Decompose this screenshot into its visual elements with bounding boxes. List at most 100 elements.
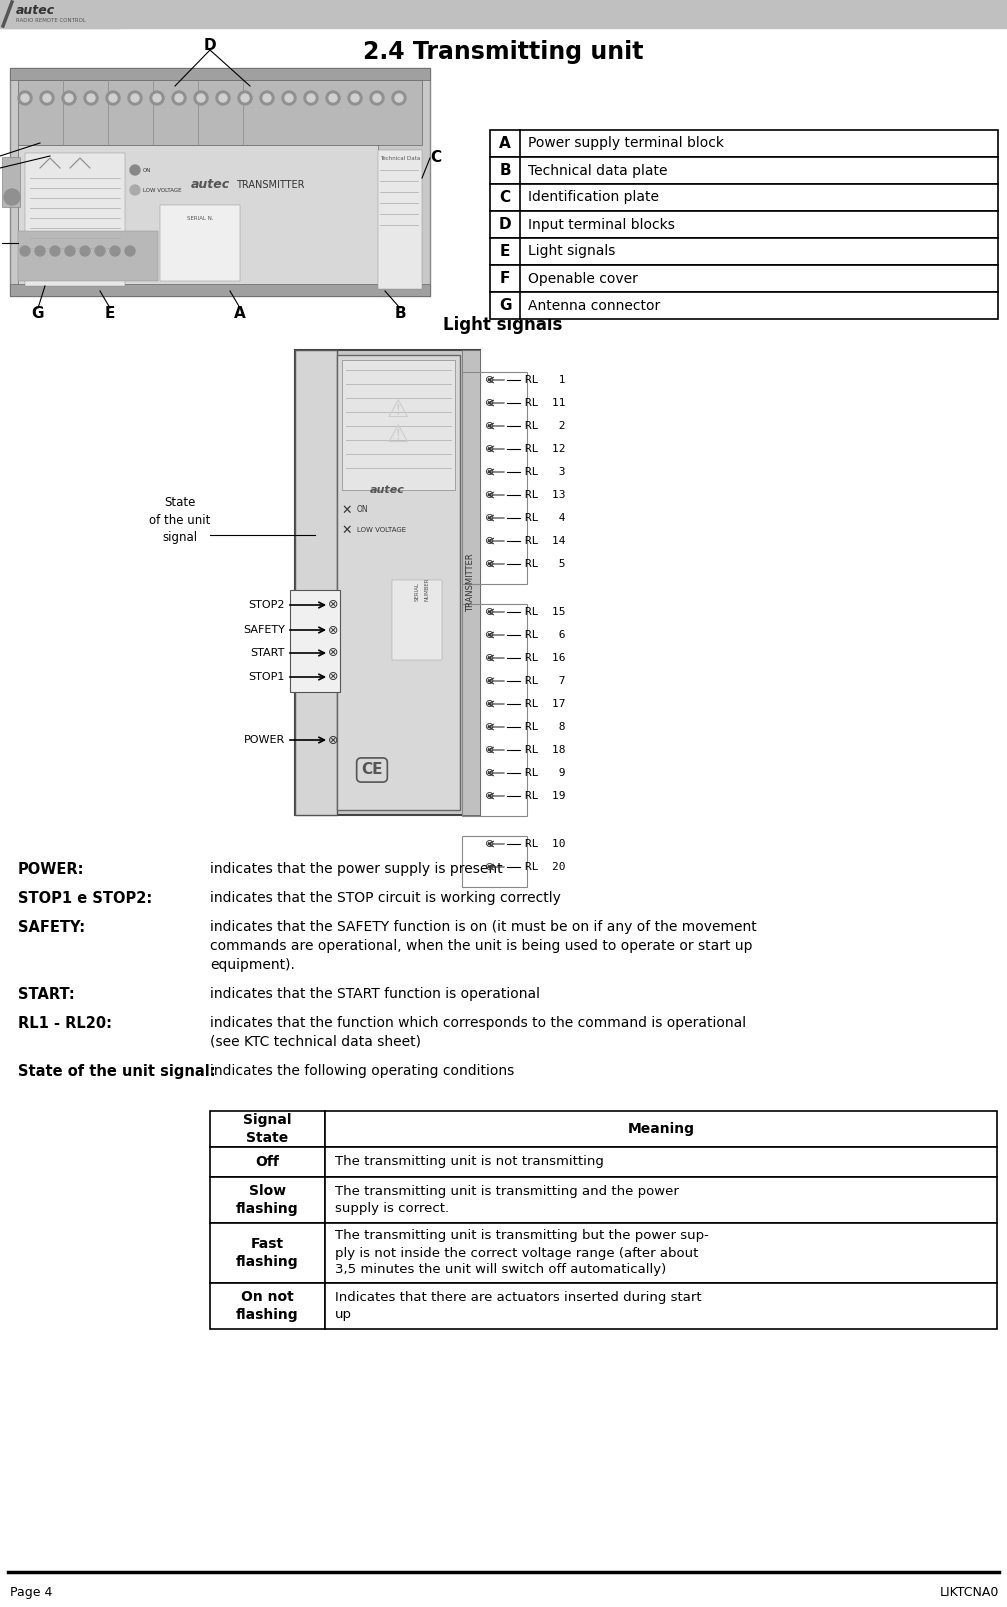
Text: autec: autec (370, 485, 405, 495)
Bar (290, 590, 340, 693)
Text: RADIO REMOTE CONTROL: RADIO REMOTE CONTROL (16, 18, 86, 22)
Text: ⊗: ⊗ (327, 624, 338, 636)
Text: Input terminal blocks: Input terminal blocks (528, 217, 675, 231)
Text: autec: autec (16, 3, 55, 16)
Text: STOP2: STOP2 (249, 599, 285, 611)
Circle shape (172, 92, 186, 104)
Text: LOW VOLTAGE: LOW VOLTAGE (357, 527, 406, 534)
Text: E: E (105, 307, 115, 321)
Bar (210, 1110, 325, 1147)
Circle shape (307, 93, 315, 101)
Bar (490, 211, 998, 238)
Bar (490, 183, 998, 211)
Circle shape (35, 246, 45, 256)
Bar (490, 130, 998, 157)
Text: RL   9: RL 9 (525, 768, 566, 778)
Circle shape (40, 92, 54, 104)
Circle shape (20, 246, 30, 256)
Circle shape (194, 92, 208, 104)
Bar (490, 292, 998, 320)
Circle shape (131, 93, 139, 101)
Circle shape (128, 92, 142, 104)
Text: Light signals: Light signals (528, 244, 615, 259)
Text: ✕: ✕ (341, 524, 352, 537)
Text: RL  11: RL 11 (525, 399, 566, 408)
Circle shape (373, 93, 381, 101)
Bar (210, 1282, 325, 1329)
Text: The transmitting unit is not transmitting: The transmitting unit is not transmittin… (335, 1155, 604, 1168)
Circle shape (106, 92, 120, 104)
Text: F: F (499, 272, 511, 286)
Text: On not
flashing: On not flashing (237, 1290, 299, 1321)
Text: B: B (394, 307, 406, 321)
Circle shape (43, 93, 51, 101)
Circle shape (125, 246, 135, 256)
Bar (210, 1147, 325, 1176)
Bar (18, 145, 378, 296)
Text: ⊗: ⊗ (327, 598, 338, 612)
Bar (325, 1147, 997, 1176)
Text: ⊗: ⊗ (485, 421, 494, 431)
Circle shape (370, 92, 384, 104)
Bar (490, 265, 998, 292)
Text: ⊗: ⊗ (485, 559, 494, 569)
Text: SAFETY:: SAFETY: (18, 919, 86, 935)
Circle shape (21, 93, 29, 101)
Text: indicates that the START function is operational: indicates that the START function is ope… (210, 987, 540, 1001)
Bar (490, 238, 998, 265)
Text: ON: ON (143, 167, 151, 172)
Text: Power supply terminal block: Power supply terminal block (528, 137, 724, 151)
Text: Antenna connector: Antenna connector (528, 299, 661, 312)
Bar (325, 1282, 997, 1329)
Circle shape (65, 246, 75, 256)
Text: ⊗: ⊗ (485, 746, 494, 755)
Circle shape (395, 93, 403, 101)
Circle shape (304, 92, 318, 104)
Text: POWER:: POWER: (18, 861, 85, 877)
Text: indicates that the SAFETY function is on (it must be on if any of the movement
c: indicates that the SAFETY function is on… (210, 919, 756, 972)
Text: ⊗: ⊗ (485, 839, 494, 848)
Text: RL   3: RL 3 (525, 468, 566, 477)
Text: indicates the following operating conditions: indicates the following operating condit… (210, 1064, 515, 1078)
Text: C: C (499, 190, 511, 206)
Bar (160, 206, 240, 281)
Circle shape (84, 92, 98, 104)
Text: ⚠: ⚠ (387, 423, 409, 447)
Text: Signal
State: Signal State (244, 1114, 292, 1144)
Circle shape (80, 246, 90, 256)
Circle shape (238, 92, 252, 104)
Text: ⊗: ⊗ (485, 861, 494, 873)
Text: D: D (498, 217, 512, 231)
Text: ⊗: ⊗ (485, 468, 494, 477)
Bar (337, 355, 460, 810)
Circle shape (87, 93, 95, 101)
Text: RL   1: RL 1 (525, 374, 566, 386)
Bar (462, 350, 480, 815)
Text: Openable cover: Openable cover (528, 272, 637, 286)
Text: RL  15: RL 15 (525, 607, 566, 617)
Text: Page 4: Page 4 (10, 1586, 52, 1599)
Text: STOP1: STOP1 (249, 672, 285, 681)
Circle shape (285, 93, 293, 101)
Circle shape (348, 92, 362, 104)
Text: The transmitting unit is transmitting but the power sup-
ply is not inside the c: The transmitting unit is transmitting bu… (335, 1229, 709, 1276)
Circle shape (50, 246, 60, 256)
Text: ⊗: ⊗ (485, 444, 494, 455)
Text: The transmitting unit is transmitting and the power
supply is correct.: The transmitting unit is transmitting an… (335, 1184, 679, 1215)
Text: RL  19: RL 19 (525, 791, 566, 800)
Text: SAFETY: SAFETY (243, 625, 285, 635)
Text: START: START (251, 648, 285, 657)
Bar (392, 580, 442, 660)
Circle shape (326, 92, 340, 104)
Text: RL   6: RL 6 (525, 630, 566, 640)
Text: ⊗: ⊗ (327, 670, 338, 683)
Circle shape (62, 92, 76, 104)
Circle shape (260, 92, 274, 104)
Text: Fast
flashing: Fast flashing (237, 1237, 299, 1268)
Text: Light signals: Light signals (443, 317, 563, 334)
Text: A: A (499, 137, 511, 151)
Text: ⊗: ⊗ (485, 607, 494, 617)
Text: Meaning: Meaning (627, 1122, 695, 1136)
Text: ⊗: ⊗ (485, 677, 494, 686)
Circle shape (329, 93, 337, 101)
